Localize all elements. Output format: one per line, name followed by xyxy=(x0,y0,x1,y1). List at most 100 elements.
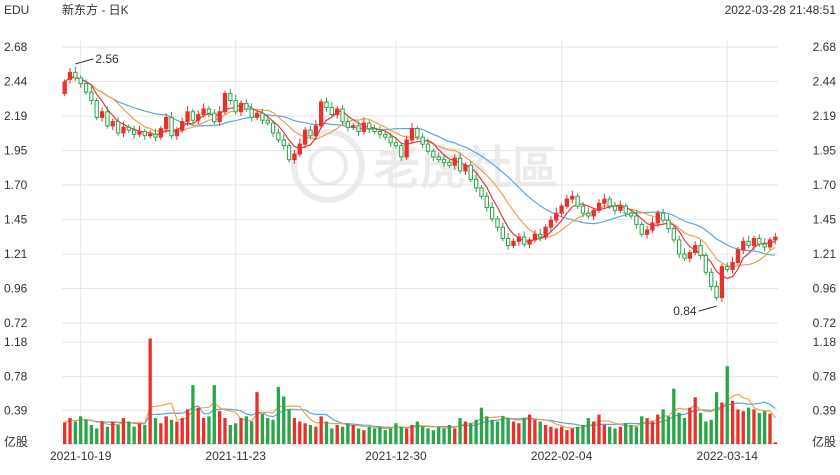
volume-bar xyxy=(682,418,687,444)
candle xyxy=(340,104,345,125)
volume-bar xyxy=(372,428,377,444)
volume-unit-left: 亿股 xyxy=(4,434,28,449)
candle-body xyxy=(121,126,126,134)
volume-bar xyxy=(185,409,190,444)
candle-body xyxy=(110,121,115,127)
volume-bar xyxy=(73,421,78,444)
candle xyxy=(260,108,265,125)
volume-bar xyxy=(250,421,254,444)
candle xyxy=(313,120,318,140)
candle-body xyxy=(153,133,158,138)
candle xyxy=(377,125,383,139)
candle-body xyxy=(335,108,340,116)
volume-bar xyxy=(282,396,286,444)
volume-bar xyxy=(565,430,569,444)
candle-body xyxy=(543,226,548,238)
volume-bar xyxy=(693,397,697,444)
candle xyxy=(383,131,388,140)
candle xyxy=(335,106,340,119)
volume-bar xyxy=(234,423,238,444)
candle xyxy=(447,159,452,169)
volume-bar xyxy=(725,366,729,444)
candle xyxy=(404,135,409,160)
candle-body xyxy=(281,139,286,147)
candle xyxy=(618,200,623,214)
date-tick: 2022-03-14 xyxy=(697,449,759,463)
volume-bar xyxy=(223,418,227,444)
candle-body xyxy=(270,122,276,134)
candle xyxy=(415,125,420,140)
candle-body xyxy=(217,111,222,123)
price-tick-right: 1.45 xyxy=(813,213,837,227)
candle xyxy=(297,138,302,157)
candle xyxy=(644,225,650,239)
price-tick-left: 2.44 xyxy=(4,75,28,89)
axis-labels: 2.68 2.68 2.44 2.44 2.19 2.19 1.95 1.95 1.70 1.70… xyxy=(4,40,836,463)
candle-body xyxy=(164,116,169,130)
volume-bar xyxy=(549,426,553,444)
candle-body xyxy=(131,129,137,135)
candle-body xyxy=(372,128,377,132)
candle-body xyxy=(415,128,420,138)
candle-body xyxy=(773,236,778,241)
candle xyxy=(463,162,468,176)
candle xyxy=(158,125,164,140)
candle xyxy=(67,68,73,84)
volume-bar xyxy=(597,414,601,444)
volume-bar xyxy=(698,412,703,444)
volume-tick-right: 0.39 xyxy=(813,403,837,417)
candle xyxy=(142,128,147,140)
candle-body xyxy=(719,266,725,299)
candle xyxy=(131,125,137,139)
candle xyxy=(564,194,570,209)
candle xyxy=(73,66,78,81)
candle xyxy=(174,127,180,140)
candle xyxy=(580,201,586,218)
candle-body xyxy=(623,205,628,214)
candle xyxy=(741,237,746,254)
price-tick-left: 1.45 xyxy=(4,213,28,227)
volume-bar xyxy=(410,424,414,444)
candle xyxy=(62,79,67,97)
candle-body xyxy=(693,245,698,254)
volume-bar xyxy=(463,421,468,444)
candle xyxy=(393,137,399,149)
candle xyxy=(602,193,607,208)
volume-bar xyxy=(351,424,355,444)
volume-bar xyxy=(469,423,473,444)
volume-bar xyxy=(613,428,617,444)
candle-body xyxy=(254,112,260,118)
candle-body xyxy=(746,240,751,247)
price-tick-left: 0.72 xyxy=(4,316,28,330)
candle xyxy=(217,106,222,126)
candle-body xyxy=(399,145,404,158)
candle xyxy=(318,99,324,129)
candle-body xyxy=(436,156,441,161)
volume-bar xyxy=(511,421,516,444)
candle xyxy=(212,108,217,125)
volume-bar xyxy=(570,428,574,444)
candle-body xyxy=(180,121,185,131)
volume-bar xyxy=(730,400,735,444)
candle xyxy=(623,203,628,218)
volume-bar xyxy=(127,421,131,444)
volume-bar xyxy=(68,418,72,444)
candle xyxy=(169,111,174,139)
candle-body xyxy=(725,266,730,270)
low-marker-line xyxy=(698,305,717,312)
candle xyxy=(468,161,473,183)
candle xyxy=(228,89,233,105)
volume-bar xyxy=(260,413,265,444)
volume-bar xyxy=(479,407,484,444)
volume-bar xyxy=(84,419,88,444)
candle-body xyxy=(671,228,676,241)
candle xyxy=(719,263,725,302)
candle-body xyxy=(457,157,463,172)
candle xyxy=(367,120,372,133)
candle-body xyxy=(377,130,383,135)
volume-bar xyxy=(490,419,494,444)
candle-body xyxy=(158,128,164,138)
candle-body xyxy=(431,150,436,158)
